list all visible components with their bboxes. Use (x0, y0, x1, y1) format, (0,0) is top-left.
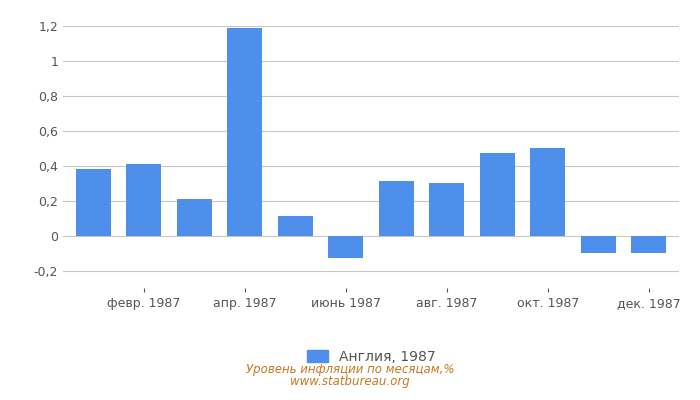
Text: www.statbureau.org: www.statbureau.org (290, 376, 410, 388)
Bar (379, 182, 414, 236)
Bar (530, 148, 566, 236)
Bar (176, 199, 212, 236)
Legend: Англия, 1987: Англия, 1987 (301, 344, 441, 369)
Bar (480, 154, 515, 236)
Bar (278, 216, 313, 236)
Text: Уровень инфляции по месяцам,%: Уровень инфляции по месяцам,% (246, 364, 454, 376)
Bar (126, 164, 162, 236)
Bar (76, 169, 111, 236)
Bar (227, 28, 262, 236)
Bar (429, 183, 464, 236)
Bar (328, 236, 363, 258)
Bar (580, 236, 616, 253)
Bar (631, 236, 666, 253)
